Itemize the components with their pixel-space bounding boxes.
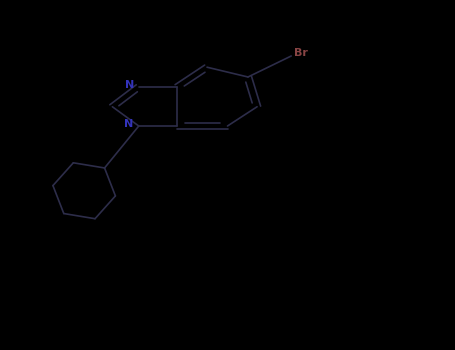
Text: N: N [125, 80, 134, 90]
Text: N: N [124, 119, 133, 129]
Text: Br: Br [294, 48, 308, 58]
